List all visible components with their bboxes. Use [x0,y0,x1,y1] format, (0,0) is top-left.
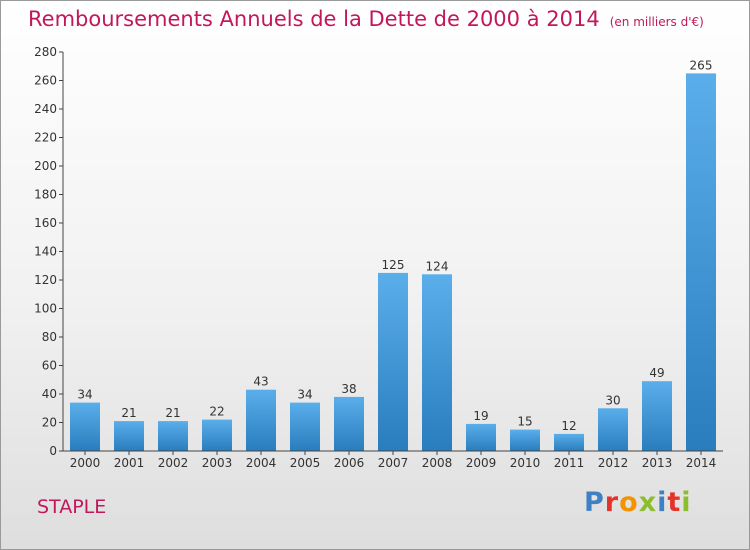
x-tick-label-2011: 2011 [554,456,585,470]
chart-title: Remboursements Annuels de la Dette de 20… [28,7,704,31]
axes-layer: 2000 2001 2002 2003 2004 2005 2006 2007 2008 2009… [34,45,723,470]
data-label-2006: 38 [341,382,356,396]
y-tick-label-40: 40 [42,387,57,401]
data-label-2001: 21 [121,406,136,420]
bar-2008 [422,274,452,451]
x-tick-label-2006: 2006 [334,456,365,470]
bar-2006 [334,396,364,451]
x-tick-label-2013: 2013 [642,456,673,470]
x-tick-label-2012: 2012 [598,456,629,470]
x-tick-label-2007: 2007 [378,456,409,470]
y-tick-label-60: 60 [42,359,57,373]
logo-letter: o [619,487,639,518]
y-tick-label-140: 140 [34,245,57,259]
chart-subtitle: (en milliers d'€) [609,15,704,29]
data-label-2000: 34 [77,388,92,402]
bars-layer: 34 21 21 22 43 34 38 125 124 19 15 12 30 49 265 [70,58,716,452]
data-label-2007: 125 [382,258,405,272]
x-tick-label-2001: 2001 [114,456,145,470]
logo-letter: t [667,487,682,518]
x-tick-label-2010: 2010 [510,456,541,470]
bar-2003 [202,419,232,451]
x-tick-label-2005: 2005 [290,456,321,470]
y-tick-label-20: 20 [42,416,57,430]
bar-2010 [510,429,540,451]
data-label-2008: 124 [426,259,449,273]
y-tick-label-160: 160 [34,216,57,230]
data-label-2005: 34 [297,388,312,402]
bar-2005 [290,402,320,451]
data-label-2012: 30 [605,393,620,407]
logo-letter: x [638,487,658,518]
y-tick-label-220: 220 [34,131,57,145]
bar-2002 [158,421,188,451]
data-label-2004: 43 [253,375,268,389]
x-tick-label-2009: 2009 [466,456,497,470]
bar-2011 [554,433,584,451]
data-label-2013: 49 [649,366,664,380]
data-label-2002: 21 [165,406,180,420]
x-tick-label-2008: 2008 [422,456,453,470]
bar-2007 [378,272,408,451]
data-label-2010: 15 [517,415,532,429]
data-label-2014: 265 [690,58,713,72]
x-tick-label-2000: 2000 [70,456,101,470]
data-label-2009: 19 [473,409,488,423]
x-tick-label-2014: 2014 [686,456,717,470]
data-label-2011: 12 [561,419,576,433]
y-tick-label-240: 240 [34,102,57,116]
bar-2014 [686,73,716,452]
y-tick-label-280: 280 [34,45,57,59]
y-tick-label-0: 0 [49,444,57,458]
logo-letter: P [584,487,605,518]
logo-letter: r [604,487,620,518]
bar-2013 [642,381,672,451]
y-tick-label-200: 200 [34,159,57,173]
y-tick-label-180: 180 [34,188,57,202]
commune-name: STAPLE [37,496,107,518]
bar-2009 [466,423,496,451]
logo-letter: i [657,487,668,518]
y-tick-label-260: 260 [34,74,57,88]
y-tick-label-80: 80 [42,330,57,344]
x-tick-label-2002: 2002 [158,456,189,470]
bar-2000 [70,402,100,451]
bar-2001 [114,421,144,451]
y-tick-label-120: 120 [34,273,57,287]
bar-2012 [598,408,628,452]
y-tick-label-100: 100 [34,302,57,316]
logo-letter: i [681,487,692,518]
data-label-2003: 22 [209,405,224,419]
x-tick-label-2003: 2003 [202,456,233,470]
x-tick-label-2004: 2004 [246,456,277,470]
bar-2004 [246,389,276,451]
proxiti-logo: Proxiti [584,487,692,518]
